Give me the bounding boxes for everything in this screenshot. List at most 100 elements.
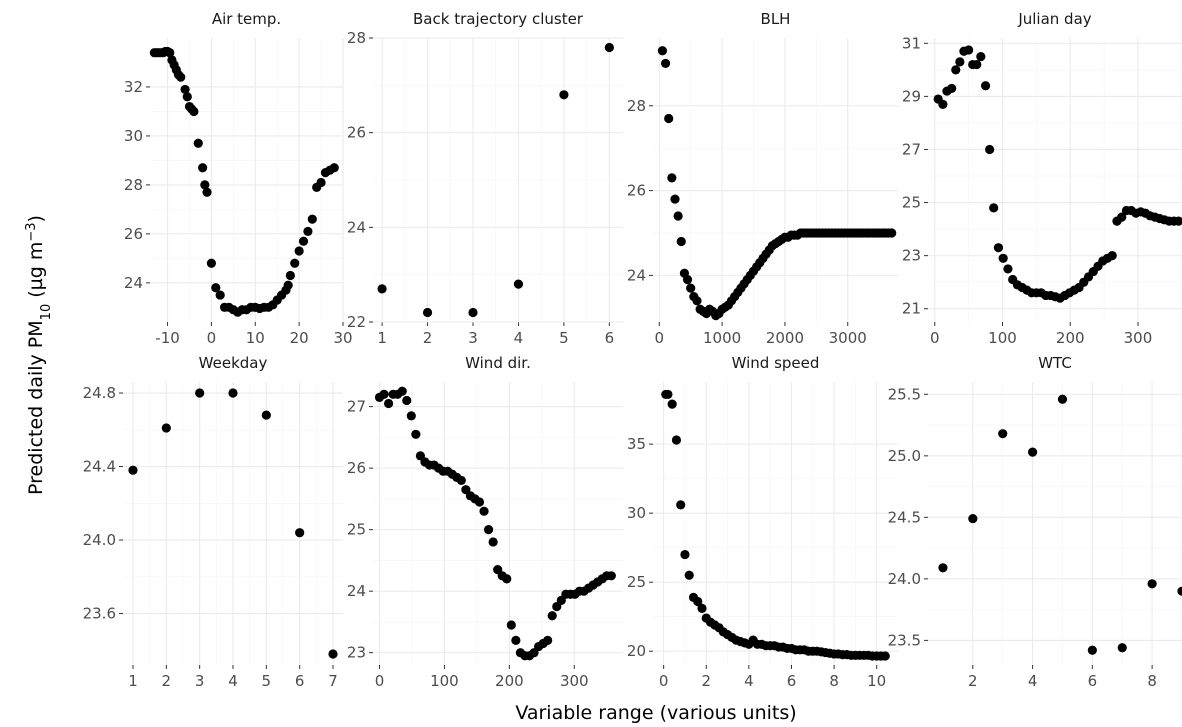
- panel-4: 0 100 200 300 21 23 25 27 29 31 Julian day: [902, 10, 1182, 347]
- y-tick-label: 24: [627, 266, 646, 284]
- data-points: [657, 46, 897, 321]
- data-point: [680, 549, 690, 560]
- x-tick-label: 0: [930, 329, 940, 347]
- data-point: [1147, 579, 1157, 589]
- data-point: [303, 226, 313, 237]
- y-tick-label: 28: [347, 29, 366, 47]
- data-point: [676, 236, 686, 247]
- y-tick-label: 25.5: [888, 385, 921, 403]
- x-tick-label: 300: [1124, 329, 1153, 347]
- data-point: [406, 411, 416, 421]
- data-point: [128, 465, 138, 475]
- y-tick-label: 32: [124, 78, 143, 96]
- panel-title: Back trajectory cluster: [413, 10, 584, 28]
- x-tick-label: 10: [246, 329, 265, 347]
- panel-6: 0 100 200 300 23 24 25 26 27 Wind dir.: [347, 354, 623, 690]
- data-point: [180, 84, 190, 95]
- y-tick-label: 21: [902, 300, 921, 318]
- y-tick-label: 25.0: [888, 447, 921, 465]
- x-tick-label: 2: [162, 672, 172, 690]
- y-tick-label: 24: [347, 218, 366, 236]
- data-point: [165, 48, 175, 58]
- y-tick-label: 25: [347, 521, 366, 539]
- data-point: [456, 475, 466, 486]
- y-tick-label: 27: [902, 140, 921, 158]
- panel-7: 0 2 4 6 8 10 20 25 30 35 Wind speed: [627, 354, 898, 690]
- data-point: [543, 635, 553, 645]
- panel-8: 2 4 6 8 23.5 24.0 24.5 25.0 25.5 WTC: [888, 354, 1182, 690]
- data-point: [215, 290, 225, 300]
- y-axis-title-subscript: 10: [39, 304, 54, 321]
- data-point: [468, 307, 478, 318]
- data-point: [660, 58, 671, 69]
- x-tick-label: 2000: [766, 329, 804, 347]
- data-point: [1174, 216, 1182, 226]
- y-tick-label: 24.0: [83, 531, 116, 549]
- x-tick-label: 0: [655, 329, 665, 347]
- y-tick-label: 23.5: [888, 631, 921, 649]
- data-points: [661, 389, 890, 661]
- panel-title: BLH: [761, 10, 791, 28]
- data-point: [1057, 394, 1068, 404]
- data-point: [972, 59, 982, 70]
- y-tick-label: 26: [347, 124, 366, 142]
- data-point: [673, 211, 683, 221]
- data-point: [422, 307, 433, 318]
- data-point: [547, 611, 557, 621]
- x-tick-label: 1: [377, 329, 387, 347]
- data-points: [149, 46, 339, 317]
- data-point: [200, 180, 210, 190]
- data-point: [195, 388, 205, 398]
- data-point: [176, 72, 186, 82]
- data-point: [1177, 586, 1182, 596]
- panel-2: 1 2 3 4 5 6 22 24 26 28 Back trajectory cluster: [347, 10, 623, 347]
- data-point: [511, 635, 521, 645]
- x-tick-label: 6: [295, 672, 305, 690]
- data-point: [1117, 212, 1127, 222]
- y-tick-label: 24.4: [83, 458, 116, 476]
- panel-title: Julian day: [1017, 10, 1091, 28]
- data-point: [985, 144, 995, 155]
- x-tick-label: 300: [560, 672, 589, 690]
- data-point: [667, 173, 677, 183]
- data-point: [379, 389, 389, 399]
- x-tick-label: 6: [605, 329, 615, 347]
- panel-background: [928, 382, 1182, 665]
- data-point: [682, 275, 693, 285]
- x-tick-label: 0: [659, 672, 669, 690]
- data-point: [307, 214, 317, 224]
- data-point: [397, 386, 407, 396]
- data-point: [193, 138, 203, 148]
- panel-5: 1 2 3 4 5 6 7 23.6 24.0 24.4 24.8 Weekday: [83, 354, 343, 690]
- y-axis-title-unit-open: (µg m: [25, 242, 47, 304]
- data-point: [228, 388, 238, 398]
- data-point: [198, 163, 208, 173]
- data-points: [933, 45, 1182, 303]
- panel-title: WTC: [1038, 354, 1072, 372]
- data-point: [938, 563, 948, 573]
- data-point: [411, 429, 421, 439]
- panel-3: 0 1000 2000 3000 24 26 28 BLH: [627, 10, 898, 347]
- data-point: [697, 603, 707, 614]
- data-point: [1107, 251, 1117, 261]
- x-tick-label: 1: [128, 672, 138, 690]
- x-tick-label: 3: [468, 329, 478, 347]
- x-tick-label: 8: [1147, 672, 1157, 690]
- y-tick-label: 35: [627, 435, 646, 453]
- panel-1: -10 0 10 20 30 24 26 28 30 32 Air temp.: [124, 10, 353, 347]
- data-point: [663, 389, 673, 400]
- data-point: [606, 571, 616, 581]
- panel-title: Weekday: [199, 354, 268, 372]
- x-tick-label: 100: [430, 672, 459, 690]
- data-point: [483, 525, 494, 535]
- data-point: [506, 620, 516, 630]
- y-axis-title-unit-close: ): [25, 215, 47, 222]
- data-point: [502, 574, 512, 584]
- data-point: [670, 194, 680, 204]
- data-point: [402, 395, 412, 406]
- x-tick-label: 200: [495, 672, 524, 690]
- y-tick-label: 26: [347, 459, 366, 477]
- data-point: [947, 83, 957, 94]
- x-tick-label: 4: [514, 329, 524, 347]
- y-tick-label: 20: [627, 642, 646, 660]
